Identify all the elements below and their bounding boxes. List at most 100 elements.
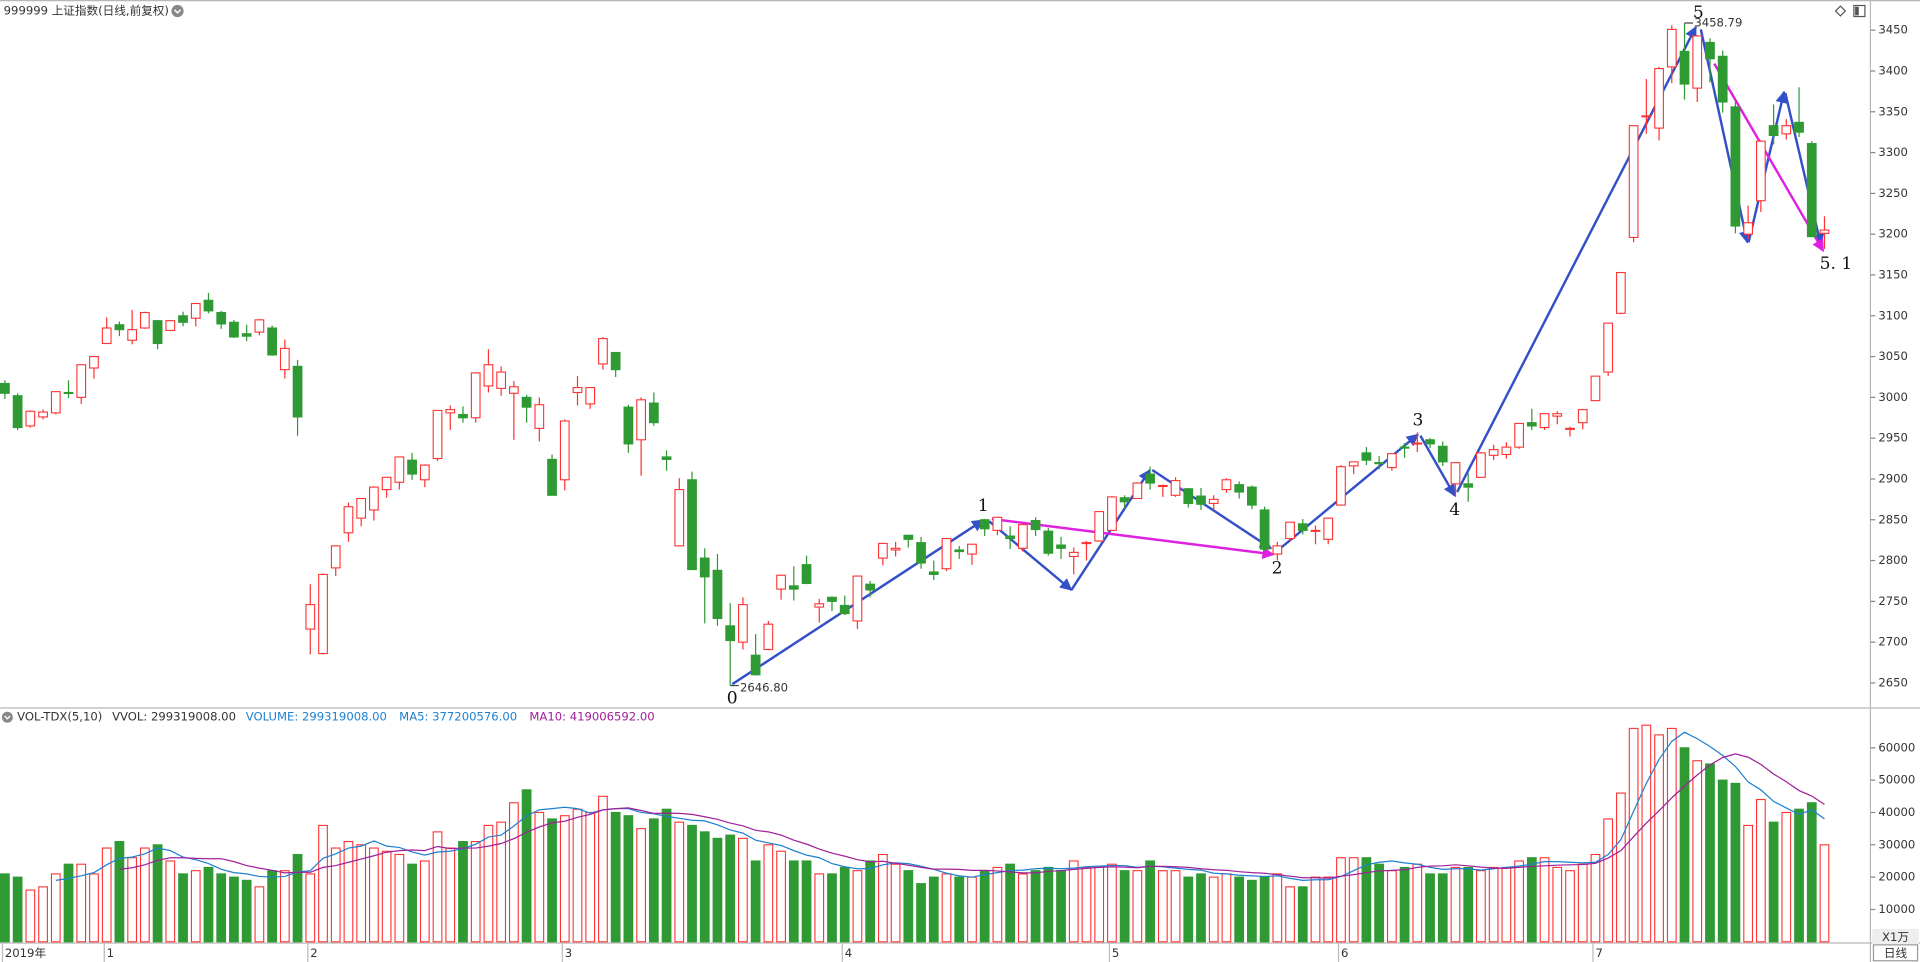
- volume-bar: [1234, 876, 1245, 943]
- volume-bar: [1285, 886, 1295, 943]
- vol-dropdown-icon[interactable]: [1, 711, 13, 723]
- volume-bar: [254, 886, 265, 943]
- candle-body: [1577, 409, 1588, 424]
- volume-bar: [127, 857, 138, 943]
- volume-bar: [0, 873, 10, 943]
- period-box[interactable]: [1872, 944, 1919, 962]
- wave-arrow: [1713, 63, 1825, 252]
- candle-body: [661, 456, 672, 460]
- candle-body: [101, 327, 112, 345]
- candle-body: [979, 519, 990, 530]
- candle-body: [63, 391, 74, 394]
- volume-bar: [1476, 870, 1486, 943]
- candle-body: [139, 311, 150, 329]
- candle-body: [1730, 106, 1741, 227]
- volume-bar: [1577, 863, 1588, 943]
- candle-body: [585, 387, 596, 405]
- volume-bar: [1157, 870, 1168, 943]
- candle-body: [1539, 413, 1550, 429]
- candle-body: [1247, 486, 1257, 506]
- volume-bar: [1094, 866, 1105, 943]
- volume-bar: [165, 860, 176, 943]
- candle-body: [381, 476, 392, 491]
- volume-bar: [190, 870, 201, 943]
- candle-body: [1157, 484, 1168, 488]
- candle-body: [1768, 125, 1779, 136]
- volume-bar: [725, 834, 736, 943]
- volume-bar: [738, 837, 748, 943]
- candle-body: [763, 623, 774, 651]
- dropdown-icon[interactable]: [171, 4, 184, 18]
- candle-body: [1272, 545, 1283, 555]
- candle-body: [1119, 497, 1130, 503]
- candle-body: [1081, 542, 1092, 545]
- diamond-icon[interactable]: [1834, 5, 1847, 17]
- candle-body: [1717, 55, 1728, 103]
- volume-bar: [865, 860, 876, 943]
- candle-body: [1476, 452, 1486, 478]
- x-tick-label: 4: [845, 946, 852, 960]
- candle-body: [114, 324, 125, 331]
- panel-icon[interactable]: [1853, 4, 1866, 18]
- volume-bar: [1679, 747, 1690, 943]
- volume-bar: [1539, 857, 1550, 943]
- volume-bar: [279, 870, 290, 943]
- candle-body: [1005, 535, 1016, 540]
- volume-bar: [941, 873, 952, 943]
- candle-body: [369, 486, 379, 511]
- candle-body: [445, 409, 456, 414]
- candle-body: [1437, 445, 1448, 463]
- candle-body: [165, 320, 176, 332]
- volume-bar: [598, 795, 608, 943]
- volume-bar: [559, 815, 570, 943]
- volume-bar: [1056, 870, 1066, 943]
- candle-body: [1412, 442, 1423, 445]
- x-tick-label: 7: [1595, 946, 1602, 960]
- candle-body: [508, 386, 519, 394]
- candle-body: [25, 410, 36, 427]
- volume-bar: [572, 808, 583, 943]
- candle-body: [1030, 520, 1041, 531]
- candle-body: [712, 569, 723, 620]
- volume-bar: [63, 863, 74, 943]
- unit-box: [1872, 928, 1919, 944]
- candle-body: [1755, 140, 1766, 202]
- y-tick-label: 3250: [1878, 186, 1908, 200]
- candle-body: [1628, 125, 1639, 238]
- candle-body: [521, 396, 532, 408]
- volume-bar: [801, 860, 812, 943]
- volume-bar: [1386, 870, 1397, 943]
- candle-body: [878, 542, 888, 559]
- volume-bar: [1488, 866, 1499, 943]
- indicator-value: VVOL: 299319008.00: [112, 710, 236, 724]
- candle-body: [1285, 521, 1295, 540]
- candle-body: [1616, 271, 1626, 314]
- x-tick-label: 6: [1341, 946, 1348, 960]
- volume-bar: [1717, 779, 1728, 943]
- x-tick-label: 3: [565, 946, 572, 960]
- candle-body: [1501, 446, 1512, 456]
- volume-bar: [1221, 873, 1232, 943]
- period-label[interactable]: 日线: [1884, 946, 1908, 960]
- candle-body: [1208, 498, 1219, 504]
- y-tick-label: 3350: [1878, 104, 1908, 118]
- candle-body: [1526, 422, 1537, 427]
- y-tick-label: 20000: [1878, 870, 1915, 884]
- candle-body: [865, 583, 876, 591]
- volume-bar: [1247, 879, 1257, 943]
- volume-bar: [750, 860, 761, 943]
- y-tick-label: 40000: [1878, 805, 1915, 819]
- candle-body: [916, 542, 926, 564]
- volume-bar: [814, 873, 825, 943]
- candle-body: [432, 409, 443, 460]
- y-tick-label: 3000: [1878, 390, 1908, 404]
- candle-body: [216, 311, 227, 325]
- volume-bar: [1132, 870, 1143, 943]
- volume-bar: [1425, 873, 1435, 943]
- wave-label: 1: [978, 496, 989, 516]
- candle-body: [1183, 488, 1194, 504]
- candle-body: [458, 413, 468, 419]
- candle-body: [38, 411, 48, 418]
- volume-bar: [763, 844, 774, 943]
